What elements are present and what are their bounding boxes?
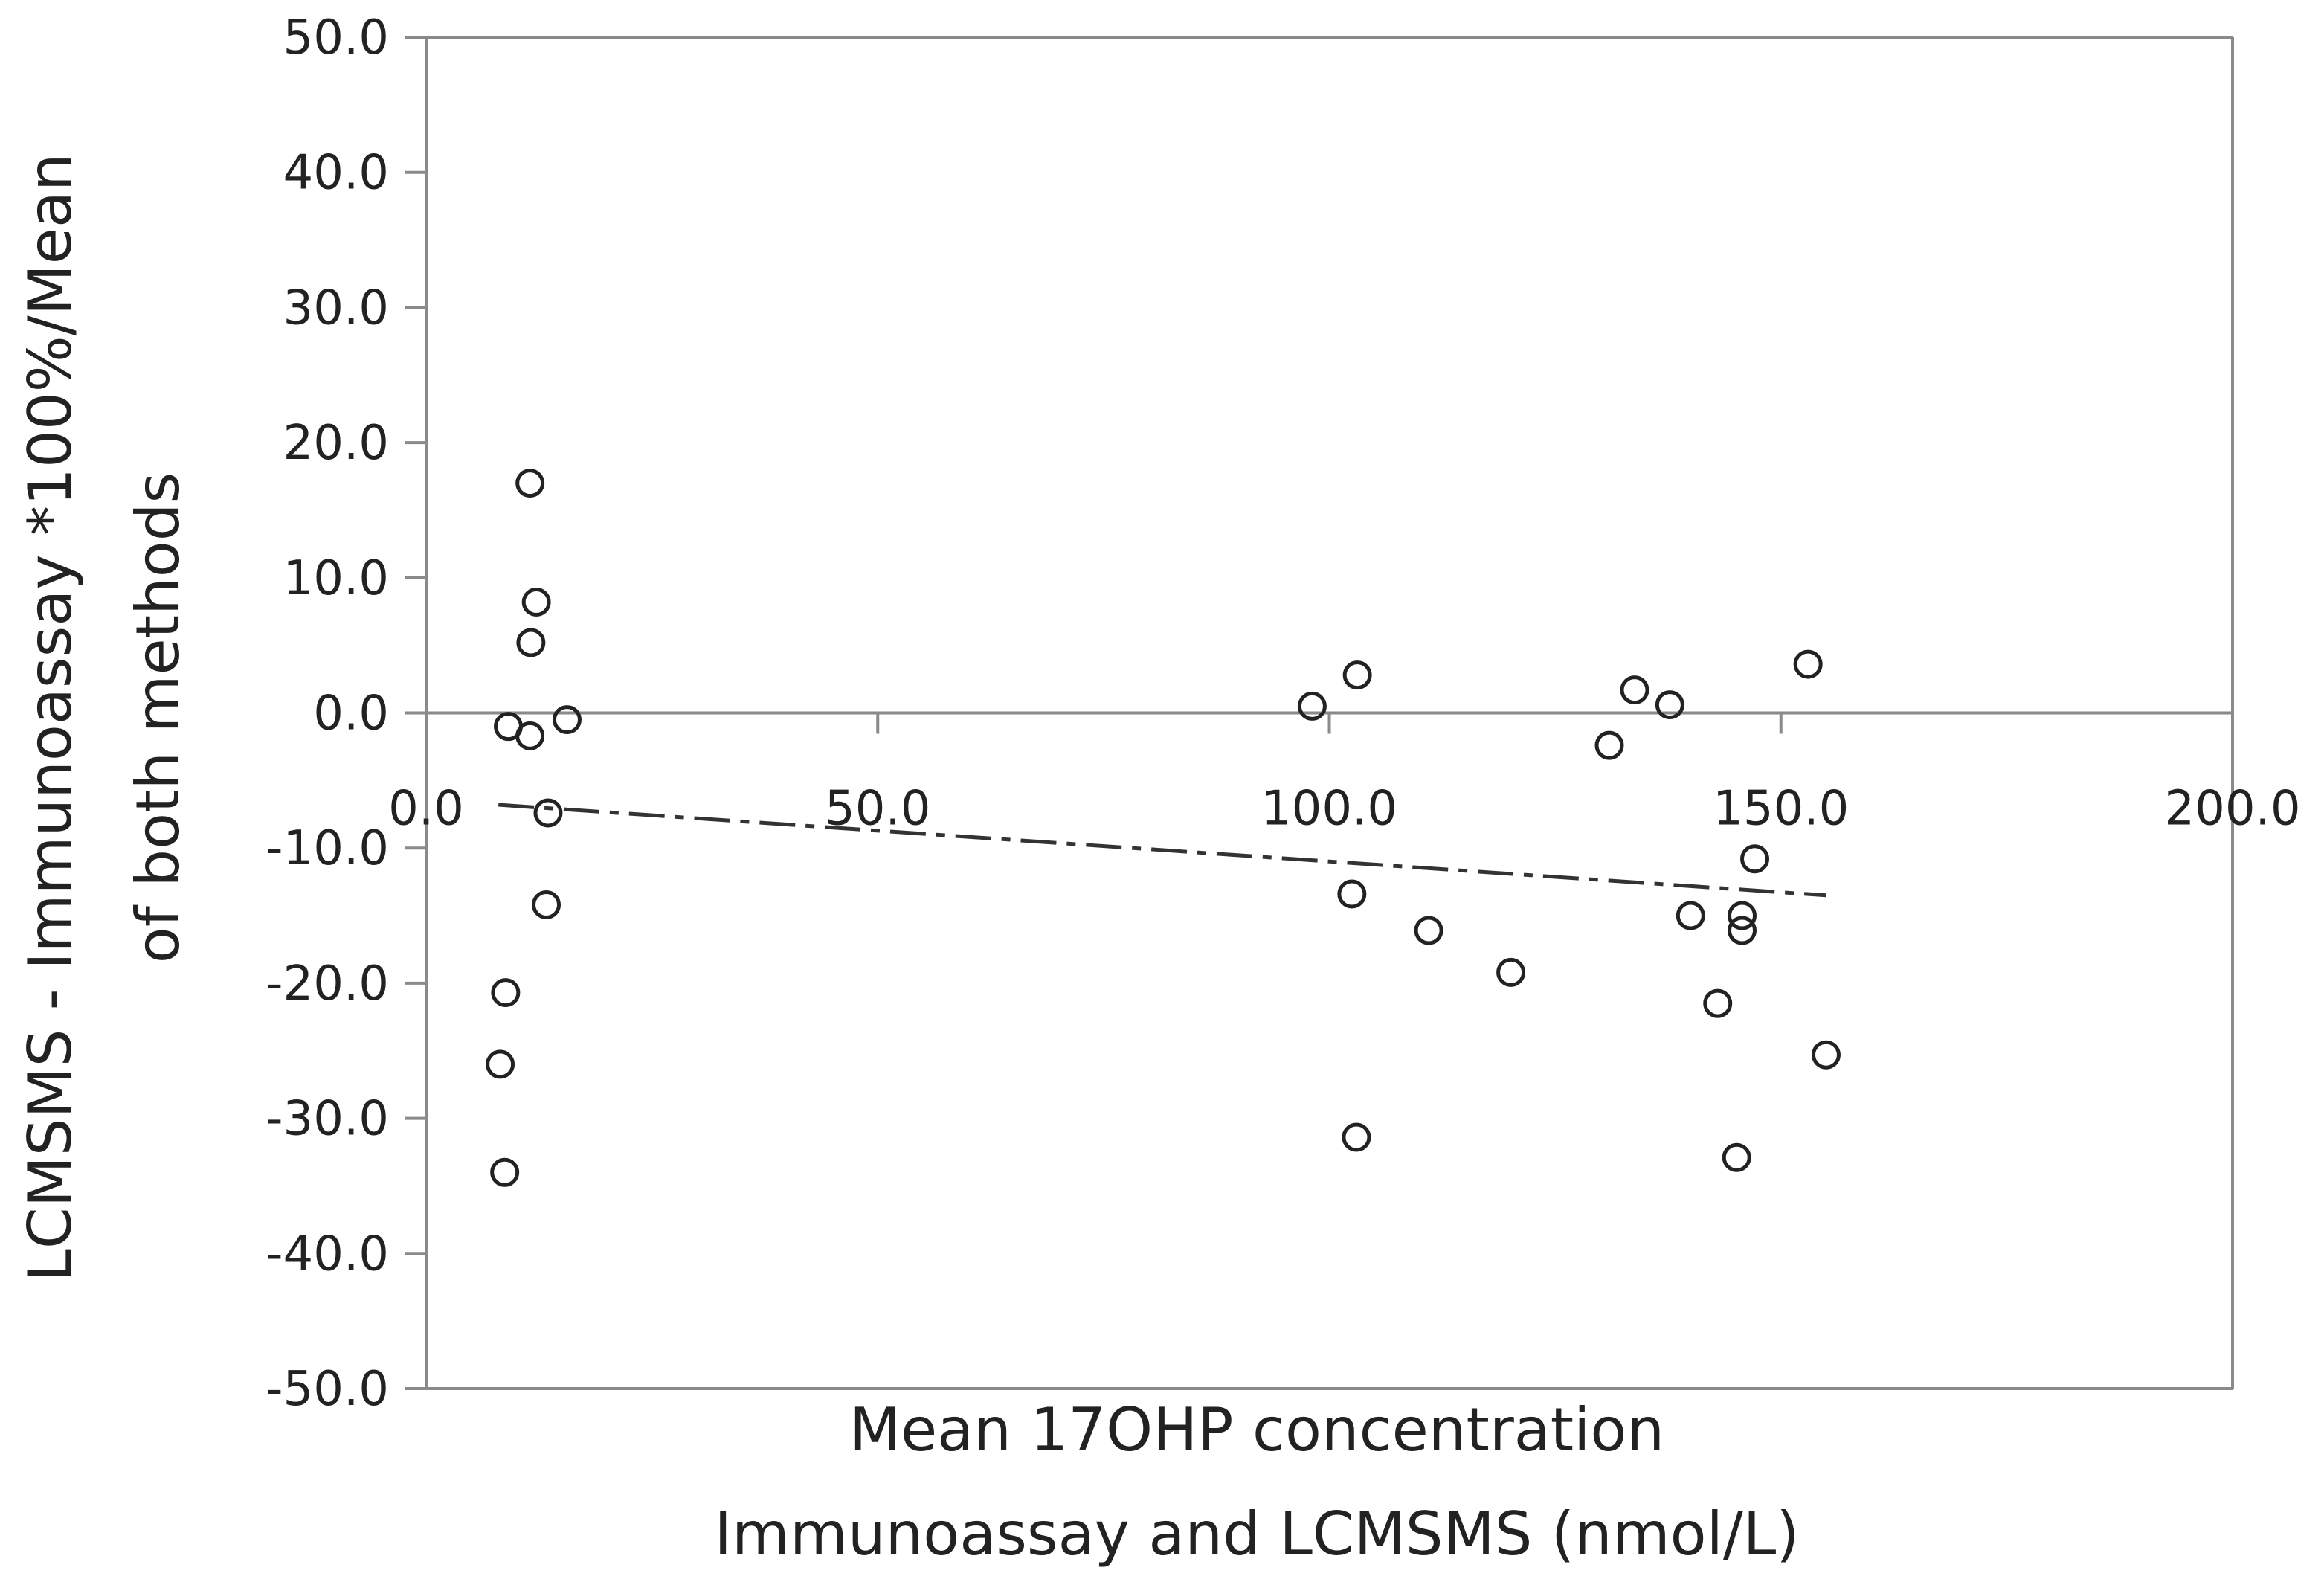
y-tick-label: -10.0 [265, 821, 389, 876]
x-axis-title-line1: Mean 17OHP concentration [849, 1395, 1664, 1464]
data-point [1740, 844, 1770, 874]
x-axis-title-line2: Immunoassay and LCMSMS (nmol/L) [714, 1499, 1799, 1569]
data-point [1728, 901, 1757, 930]
y-tick-label: 10.0 [283, 551, 390, 606]
data-point [1722, 1142, 1751, 1172]
data-point [486, 1049, 515, 1079]
x-tick-label: 0.0 [388, 782, 464, 837]
data-point [516, 628, 546, 657]
data-point [1655, 690, 1684, 720]
y-tick-label: 50.0 [283, 10, 390, 65]
data-point [533, 798, 563, 828]
data-point [1337, 879, 1367, 909]
y-tick-label: -40.0 [265, 1226, 389, 1282]
data-point [1793, 649, 1823, 679]
data-point [1620, 675, 1649, 705]
y-tick-label: 0.0 [313, 687, 389, 742]
data-point [1414, 916, 1443, 945]
trendline [498, 803, 1826, 898]
data-point [1496, 957, 1526, 987]
y-tick-label: -20.0 [265, 956, 389, 1012]
data-point [1703, 988, 1733, 1018]
data-point [1594, 730, 1624, 760]
plot-frame [425, 36, 2234, 1390]
y-tick-label: -30.0 [265, 1092, 389, 1147]
data-point [490, 1157, 520, 1187]
y-axis-title-line2: of both methods [123, 472, 193, 963]
y-tick-label: -50.0 [265, 1362, 389, 1417]
x-tick-label: 200.0 [2164, 782, 2300, 837]
x-tick-label: 100.0 [1261, 782, 1397, 837]
data-point [491, 978, 521, 1008]
data-point [1811, 1040, 1841, 1070]
x-tick-label: 150.0 [1713, 782, 1849, 837]
y-axis-title-line1: LCMSMS - Immunoassay *100%/Mean [16, 153, 85, 1282]
data-point [515, 469, 545, 498]
data-point [1297, 691, 1327, 721]
data-point [1342, 660, 1372, 690]
data-point [1676, 901, 1705, 930]
data-point [521, 588, 551, 617]
y-tick-label: 20.0 [283, 416, 390, 471]
y-tick-label: 40.0 [283, 146, 390, 201]
trendline-group [498, 803, 1826, 898]
data-point [1728, 916, 1757, 945]
y-axis-ticks: 50.0 40.0 30.0 20.0 10.0 0.0 -10.0 -20.0 -30.0 -4… [265, 10, 426, 1417]
data-points [486, 469, 1841, 1187]
y-tick-label: 30.0 [283, 280, 390, 335]
data-point [552, 705, 582, 735]
data-point [532, 890, 561, 920]
data-point [515, 721, 545, 750]
data-point [1342, 1122, 1371, 1152]
